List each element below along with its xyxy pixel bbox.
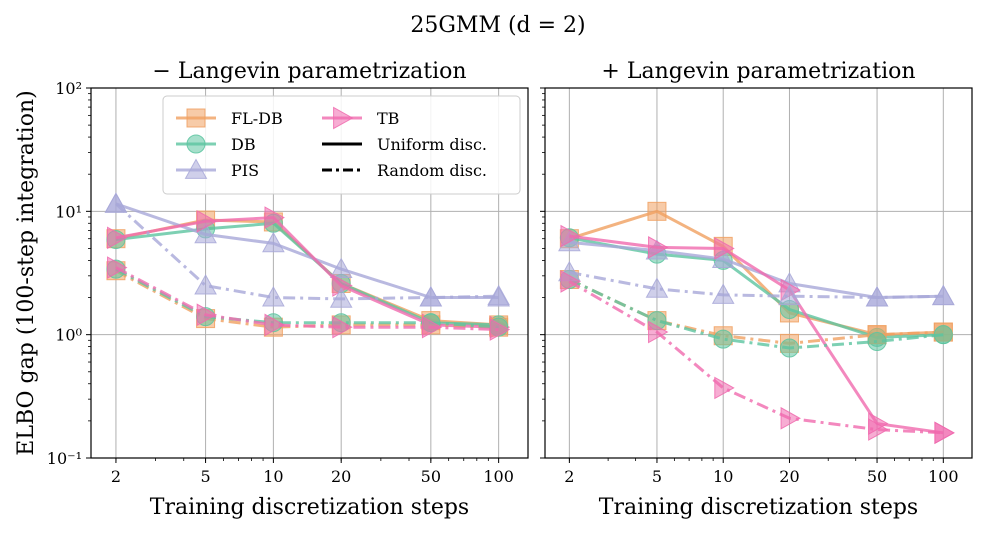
marker-tb-0-7-2: [264, 313, 285, 337]
x-tick-label: 10: [713, 467, 733, 486]
axes-frame: [544, 87, 973, 459]
panel-title: − Langevin parametrization: [152, 59, 466, 84]
marker-fl-db-1-0-1: [647, 201, 667, 221]
legend-style-label-solid: Uniform disc.: [377, 135, 487, 154]
series-line-pis-solid: [569, 240, 944, 299]
marker-tb-1-7-4: [868, 418, 889, 441]
series-line-tb-dashdot: [568, 280, 944, 435]
marker-pis-0-2-2: [262, 231, 285, 253]
marker-tb-1-3-0: [560, 224, 581, 248]
marker-pis-0-6-5: [487, 284, 510, 306]
series-line-fl-db-solid: [115, 218, 499, 327]
x-axis-label: Training discretization steps: [599, 495, 918, 520]
x-tick-label: 5: [652, 467, 662, 486]
x-tick-label: 5: [200, 467, 210, 486]
panel-minus-langevin: 2 5 10 20 50 100 10⁻¹ 10⁰ 10¹ 10² − Langevin param…: [47, 59, 529, 520]
marker-db-1-5-4: [867, 332, 887, 352]
legend-label-pis: PIS: [231, 161, 259, 180]
x-tick-label: 2: [564, 467, 574, 486]
marker-pis-1-2-2: [711, 247, 735, 268]
marker-pis-0-2-1: [194, 222, 217, 244]
marker-tb-1-3-2: [714, 237, 735, 260]
marker-fl-db-legend-0-0: [186, 108, 206, 128]
y-tick-label: 10²: [55, 79, 82, 98]
x-tick-label: 100: [928, 467, 959, 486]
series-line-db-solid: [115, 221, 499, 327]
marker-pis-1-6-1: [645, 277, 669, 298]
marker-tb-0-7-1: [196, 303, 218, 327]
marker-pis-legend-2-0: [184, 158, 208, 179]
marker-pis-0-6-3: [329, 287, 353, 308]
x-tick-label: 50: [421, 467, 441, 486]
marker-tb-1-7-2: [714, 376, 735, 400]
marker-db-1-5-5: [933, 325, 953, 345]
marker-tb-0-7-5: [489, 318, 511, 341]
marker-pis-1-6-5: [931, 284, 955, 306]
x-tick-label: 50: [867, 467, 887, 486]
x-tick-label: 20: [779, 467, 799, 486]
y-tick-label: 10⁻¹: [47, 449, 82, 468]
panel-title: + Langevin parametrization: [601, 59, 915, 84]
series-line-db-solid: [569, 236, 944, 339]
series-line-tb-solid: [569, 234, 944, 435]
marker-tb-0-7-0: [107, 256, 128, 279]
axes-frame: [90, 87, 529, 459]
marker-tb-0-3-2: [264, 206, 285, 229]
legend-label-fl-db: FL-DB: [231, 109, 283, 128]
marker-tb-0-7-4: [421, 315, 443, 339]
x-tick-label: 100: [483, 467, 514, 486]
panel-plus-langevin: 2 5 10 20 50 100 + Langevin parametrization Tra…: [540, 59, 973, 520]
x-tick-label: 10: [263, 467, 283, 486]
marker-tb-1-7-5: [934, 421, 955, 445]
marker-tb-0-7-3: [332, 315, 353, 339]
marker-pis-1-6-4: [865, 286, 889, 307]
marker-pis-0-2-3: [329, 257, 353, 279]
series-line-tb-dashdot: [115, 266, 499, 332]
y-tick-label: 10⁰: [55, 326, 82, 345]
y-axis-label: ELBO gap (100-step integration): [14, 90, 39, 455]
marker-tb-legend-3-0: [333, 106, 354, 130]
x-tick-label: 2: [111, 467, 121, 486]
legend-label-tb: TB: [377, 109, 399, 128]
marker-db-1-5-3: [779, 338, 799, 358]
series-line-db-dashdot: [568, 278, 944, 350]
marker-tb-0-3-0: [107, 226, 128, 250]
marker-pis-0-6-1: [194, 274, 217, 295]
marker-pis-0-6-2: [262, 286, 285, 307]
legend-style-label-dashdot: Random disc.: [377, 161, 487, 180]
marker-tb-1-3-1: [648, 236, 669, 259]
series-line-fl-db-dashdot: [568, 278, 944, 345]
figure-title: 25GMM (d = 2): [410, 13, 585, 38]
series-line-tb-solid: [115, 216, 499, 329]
marker-tb-1-7-0: [560, 270, 581, 293]
marker-tb-0-3-1: [196, 209, 218, 233]
marker-tb-1-7-3: [780, 406, 801, 430]
series-line-pis-dashdot: [114, 202, 499, 301]
x-axis-label: Training discretization steps: [150, 495, 469, 520]
legend-label-db: DB: [231, 135, 256, 154]
marker-pis-1-6-3: [778, 284, 801, 306]
x-tick-label: 20: [331, 467, 351, 486]
legend: FL-DB DB PIS TB Uniform disc. Random disc.: [162, 95, 521, 195]
marker-tb-1-7-1: [648, 320, 669, 344]
y-tick-label: 10¹: [55, 202, 82, 221]
marker-pis-0-6-0: [104, 192, 128, 213]
marker-pis-0-6-4: [419, 286, 443, 307]
series-line-db-dashdot: [115, 267, 499, 329]
marker-pis-1-6-2: [711, 283, 735, 304]
marker-db-1-5-2: [713, 329, 733, 349]
marker-db-legend-1-0: [186, 134, 206, 154]
series-line-fl-db-solid: [568, 209, 944, 337]
